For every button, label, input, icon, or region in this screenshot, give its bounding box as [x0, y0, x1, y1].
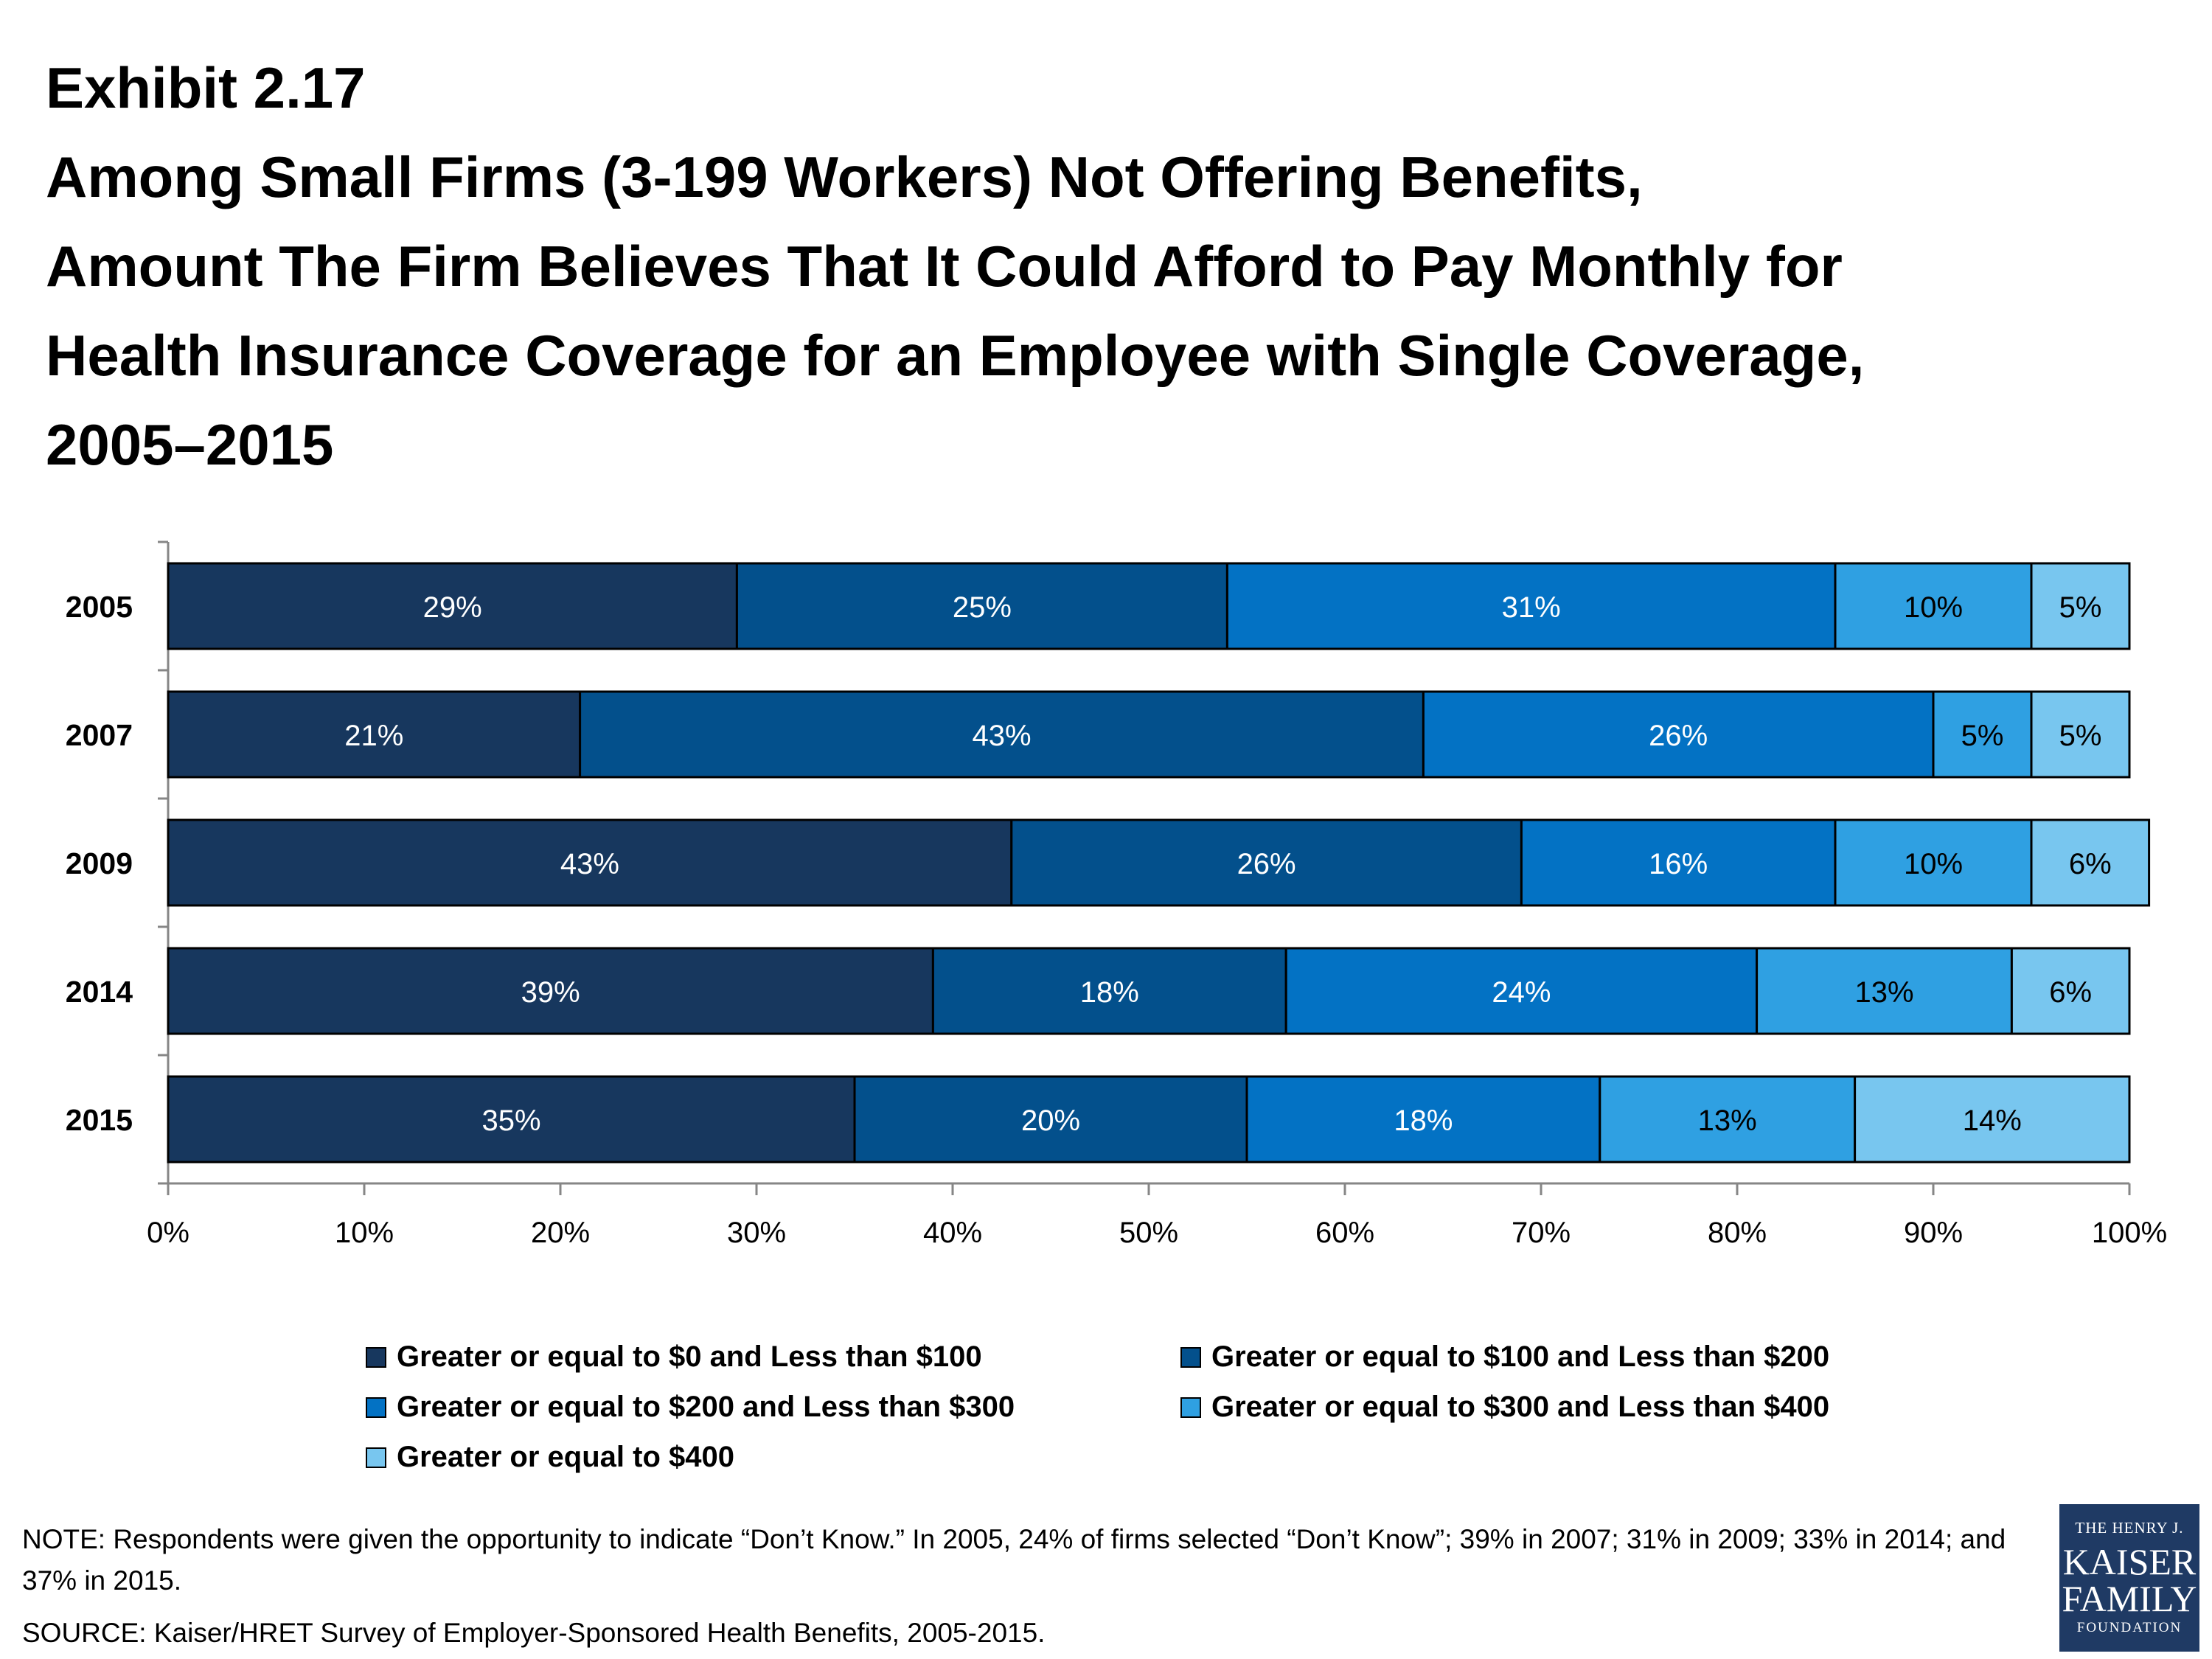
- x-tick-label: 100%: [2092, 1217, 2167, 1249]
- x-tick-label: 60%: [1315, 1217, 1374, 1249]
- data-label: 24%: [1492, 976, 1551, 1009]
- x-tick-label: 70%: [1512, 1217, 1571, 1249]
- legend-item: Greater or equal to $400: [366, 1441, 734, 1474]
- x-tick-label: 20%: [531, 1217, 590, 1249]
- bar-segment: [1932, 690, 2033, 779]
- title-block: Exhibit 2.17 Among Small Firms (3-199 Wo…: [46, 43, 2169, 490]
- legend-item: Greater or equal to $0 and Less than $10…: [366, 1340, 982, 1374]
- logo-line-3: FAMILY: [2062, 1578, 2197, 1619]
- data-label: 10%: [1904, 848, 1963, 880]
- data-label: 21%: [344, 720, 403, 752]
- bar-segment: [2010, 947, 2131, 1035]
- bar-segment: [1225, 562, 1837, 650]
- data-label: 20%: [1021, 1105, 1080, 1137]
- bar-segment: [167, 562, 738, 650]
- data-label: 26%: [1237, 848, 1296, 880]
- legend-item: Greater or equal to $300 and Less than $…: [1180, 1391, 1829, 1424]
- x-tick-label: 80%: [1708, 1217, 1767, 1249]
- logo-line-4: FOUNDATION: [2076, 1620, 2183, 1635]
- x-tick-label: 40%: [923, 1217, 982, 1249]
- data-label: 39%: [521, 976, 580, 1009]
- x-tick-label: 50%: [1119, 1217, 1178, 1249]
- category-label: 2015: [66, 1103, 133, 1137]
- data-label: 5%: [2059, 720, 2102, 752]
- data-label: 29%: [423, 591, 482, 624]
- bar-segment: [167, 1075, 856, 1164]
- data-label: 26%: [1649, 720, 1708, 752]
- bar-segment: [2030, 562, 2131, 650]
- logo-line-1: THE HENRY J.: [2075, 1519, 2184, 1537]
- data-label: 18%: [1394, 1105, 1453, 1137]
- bar-segment: [735, 562, 1228, 650]
- data-label: 18%: [1080, 976, 1139, 1009]
- data-label: 5%: [2059, 591, 2102, 624]
- legend-swatch: [366, 1447, 386, 1468]
- bar-segment: [167, 818, 1013, 907]
- bar-segment: [1284, 947, 1759, 1035]
- data-label: 43%: [972, 720, 1031, 752]
- data-label: 13%: [1698, 1105, 1757, 1137]
- data-label: 14%: [1963, 1105, 2022, 1137]
- bar-segment: [1854, 1075, 2131, 1164]
- category-label: 2007: [66, 718, 133, 752]
- footnote: NOTE: Respondents were given the opportu…: [22, 1524, 2006, 1596]
- legend-swatch: [1180, 1346, 1201, 1368]
- data-label: 13%: [1854, 976, 1913, 1009]
- legend-swatch: [1180, 1397, 1201, 1418]
- exhibit-number: Exhibit 2.17: [46, 55, 366, 120]
- data-label: 25%: [953, 591, 1012, 624]
- category-label: 2014: [66, 975, 133, 1009]
- legend-swatch: [366, 1346, 386, 1368]
- stacked-bar-chart: 0% 10% 20% 30% 40% 50% 60% 70% 80% 90% 100% 2005 29%…: [66, 540, 2167, 1249]
- chart-title: Among Small Firms (3-199 Workers) Not Of…: [46, 145, 1865, 477]
- x-tick-label: 10%: [335, 1217, 394, 1249]
- legend-label: Greater or equal to $100 and Less than $…: [1211, 1340, 1830, 1373]
- legend-label: Greater or equal to $0 and Less than $10…: [397, 1340, 982, 1373]
- x-tick-label: 90%: [1904, 1217, 1963, 1249]
- data-label: 16%: [1649, 848, 1708, 880]
- bar-segment: [1834, 562, 2033, 650]
- category-label: 2009: [66, 846, 133, 880]
- x-tick-label: 0%: [147, 1217, 189, 1249]
- data-label: 5%: [1961, 720, 2004, 752]
- bar-segment: [2030, 690, 2131, 779]
- legend-item: Greater or equal to $200 and Less than $…: [366, 1391, 1015, 1424]
- x-tick-label: 30%: [727, 1217, 786, 1249]
- data-label: 31%: [1502, 591, 1561, 624]
- bar-segment: [1422, 690, 1935, 779]
- data-label: 6%: [2069, 848, 2112, 880]
- data-label: 6%: [2049, 976, 2092, 1009]
- kff-logo: THE HENRY J. KAISER FAMILY FOUNDATION: [2059, 1504, 2199, 1652]
- data-label: 43%: [560, 848, 619, 880]
- bar-segment: [579, 690, 1425, 779]
- source-note: SOURCE: Kaiser/HRET Survey of Employer-S…: [22, 1618, 1046, 1648]
- bar-segment: [167, 690, 582, 779]
- data-label: 10%: [1904, 591, 1963, 624]
- legend-label: Greater or equal to $400: [397, 1441, 734, 1473]
- bar-segment: [1599, 1075, 1857, 1164]
- bar-segment: [1245, 1075, 1601, 1164]
- legend-label: Greater or equal to $200 and Less than $…: [397, 1391, 1015, 1423]
- legend-swatch: [366, 1397, 386, 1418]
- data-label: 35%: [481, 1105, 540, 1137]
- legend-item: Greater or equal to $100 and Less than $…: [1180, 1340, 1829, 1374]
- bar-segment: [1834, 818, 2033, 907]
- logo-line-2: KAISER: [2062, 1541, 2197, 1582]
- category-label: 2005: [66, 590, 133, 624]
- legend-label: Greater or equal to $300 and Less than $…: [1211, 1391, 1830, 1423]
- bar-segment: [2030, 818, 2151, 907]
